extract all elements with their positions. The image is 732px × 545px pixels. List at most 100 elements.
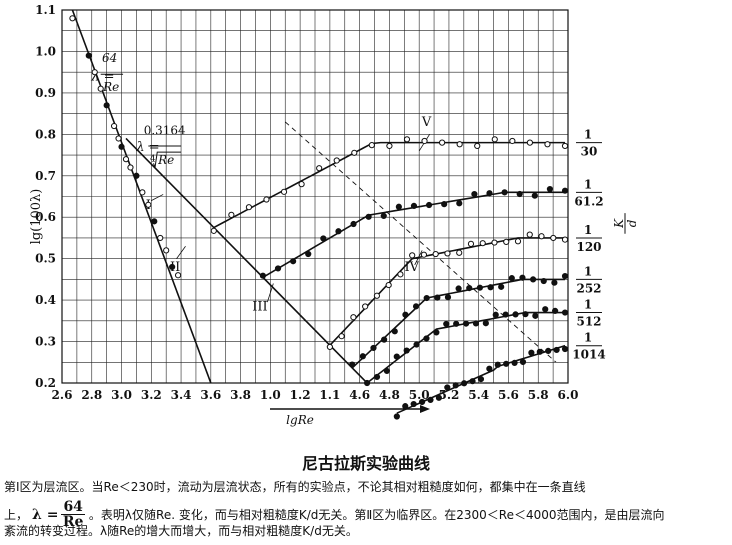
x-tick-label: 3.6 (200, 388, 221, 402)
data-point (551, 279, 558, 286)
x-tick-label: 4.8 (379, 388, 400, 402)
blasius-formula-num: 0.3164 (144, 123, 186, 137)
data-point (335, 228, 342, 235)
x-axis-arrowhead (420, 405, 430, 413)
data-point (471, 191, 478, 198)
data-point (526, 231, 533, 238)
data-point (169, 263, 176, 271)
y-tick-label: 0.4 (35, 293, 56, 307)
data-point (397, 271, 404, 278)
laminar-formula-num: 64 (102, 51, 117, 65)
data-point (127, 164, 134, 171)
data-point (514, 238, 522, 245)
grid-lines (62, 10, 568, 383)
data-point (540, 277, 547, 285)
x-tick-label: 4.6 (349, 388, 370, 402)
plot-frame (61, 9, 569, 384)
data-point (280, 188, 288, 195)
y-tick-label: 0.6 (35, 210, 56, 224)
region-label: IV (404, 260, 419, 275)
data-point (362, 303, 369, 310)
data-point (386, 142, 393, 150)
description-formula-den: Re (62, 514, 84, 530)
data-point (512, 311, 519, 318)
series-label-num: 1 (584, 223, 592, 237)
data-point (532, 312, 539, 319)
data-point (228, 211, 235, 218)
description-formula: λ = 64 Re (32, 500, 85, 529)
data-point (503, 360, 510, 367)
data-point (474, 142, 481, 150)
laminar-formula-den: Re (102, 80, 119, 94)
data-point (427, 396, 434, 403)
data-point (519, 274, 526, 281)
data-point (259, 272, 267, 279)
data-point (561, 236, 569, 243)
data-point (85, 52, 92, 59)
data-point (349, 361, 356, 368)
y-tick-label: 0.8 (35, 127, 56, 141)
data-point (412, 303, 420, 310)
data-point (479, 240, 486, 247)
x-tick-label: 3.8 (230, 388, 251, 402)
data-point (359, 353, 366, 360)
data-point (538, 233, 545, 240)
data-point (455, 285, 462, 292)
data-point (456, 249, 463, 256)
data-point (383, 367, 390, 375)
data-point (503, 238, 510, 246)
x-tick-label: 5.8 (528, 388, 549, 402)
data-point (320, 235, 327, 242)
description-line-2-prefix: 上， (4, 507, 29, 522)
region-leader-line (151, 194, 164, 201)
data-point (97, 85, 104, 92)
data-point (420, 251, 428, 258)
description-formula-num: 64 (61, 499, 85, 515)
y-tick-label: 0.7 (35, 169, 56, 183)
data-point (393, 413, 400, 420)
y-tick-label: 0.5 (35, 252, 56, 266)
region-leader-line (266, 283, 274, 303)
data-point (561, 187, 569, 194)
data-point (365, 213, 372, 220)
data-point (326, 343, 333, 351)
region-label: III (252, 299, 267, 314)
data-point (163, 247, 170, 254)
data-point (350, 314, 357, 321)
data-point (550, 234, 557, 242)
description-line-3: 紊流的转变过程。λ随Re的增大而增大，而与相对粗糙度K/d无关。 (4, 524, 358, 538)
x-tick-label: 5.6 (498, 388, 519, 402)
blasius-line (125, 137, 368, 384)
data-point (157, 234, 164, 242)
data-point (441, 201, 448, 208)
data-point (477, 375, 485, 383)
data-point (546, 185, 554, 193)
data-point (118, 143, 125, 150)
description-line-1: 第Ⅰ区为层流区。当Re＜230时，流动为层流状态，所有的实验点，不论其相对粗糙度… (4, 480, 586, 494)
data-point (456, 141, 463, 148)
data-point (409, 252, 416, 259)
blasius-formula-den: Re (157, 153, 174, 167)
data-point (522, 311, 529, 318)
data-point (145, 201, 152, 208)
roughness-label-num: K (612, 218, 626, 229)
data-point (466, 284, 473, 292)
x-tick-label: 5.0 (409, 388, 430, 402)
region-leader-line (176, 246, 186, 259)
data-point (461, 380, 468, 387)
data-point (110, 122, 118, 130)
x-tick-label: 3.4 (171, 388, 192, 402)
data-point (385, 281, 392, 289)
data-point (91, 69, 98, 76)
series-label-den: 512 (576, 315, 601, 329)
data-point (462, 320, 470, 327)
data-point (122, 156, 130, 163)
data-point (210, 227, 217, 234)
data-point (423, 294, 430, 302)
data-point (316, 165, 323, 172)
data-point (351, 149, 358, 156)
data-point (418, 398, 426, 406)
rough-boundary-line (284, 121, 557, 363)
series-label-den: 61.2 (574, 194, 603, 208)
data-point (469, 378, 476, 385)
